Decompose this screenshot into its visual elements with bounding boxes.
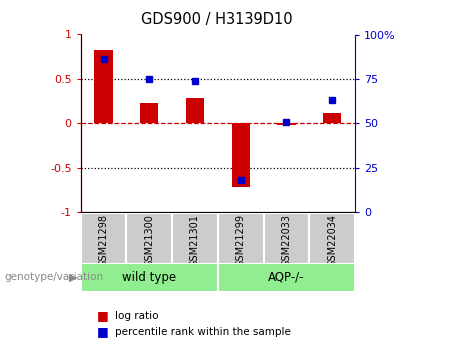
Bar: [323, 113, 341, 124]
Text: GSM21298: GSM21298: [99, 214, 108, 267]
Bar: [264, 213, 309, 264]
Bar: [81, 263, 218, 292]
Bar: [81, 213, 126, 264]
Bar: [140, 103, 159, 124]
Text: AQP-/-: AQP-/-: [268, 271, 305, 284]
Text: GSM21299: GSM21299: [236, 214, 246, 267]
Bar: [95, 50, 112, 124]
Bar: [218, 213, 264, 264]
Bar: [277, 124, 296, 125]
Bar: [218, 263, 355, 292]
Text: GSM21300: GSM21300: [144, 214, 154, 267]
Bar: [172, 213, 218, 264]
Text: percentile rank within the sample: percentile rank within the sample: [115, 327, 291, 337]
Bar: [231, 124, 250, 187]
Text: GDS900 / H3139D10: GDS900 / H3139D10: [141, 12, 292, 27]
Text: genotype/variation: genotype/variation: [5, 273, 104, 282]
Text: log ratio: log ratio: [115, 311, 159, 321]
Bar: [126, 213, 172, 264]
Text: GSM22033: GSM22033: [281, 214, 291, 267]
Bar: [309, 213, 355, 264]
Text: ■: ■: [97, 325, 108, 338]
Text: GSM21301: GSM21301: [190, 214, 200, 267]
Text: ▶: ▶: [69, 273, 77, 282]
Text: GSM22034: GSM22034: [327, 214, 337, 267]
Text: wild type: wild type: [122, 271, 176, 284]
Text: ■: ■: [97, 309, 108, 322]
Bar: [186, 98, 204, 124]
